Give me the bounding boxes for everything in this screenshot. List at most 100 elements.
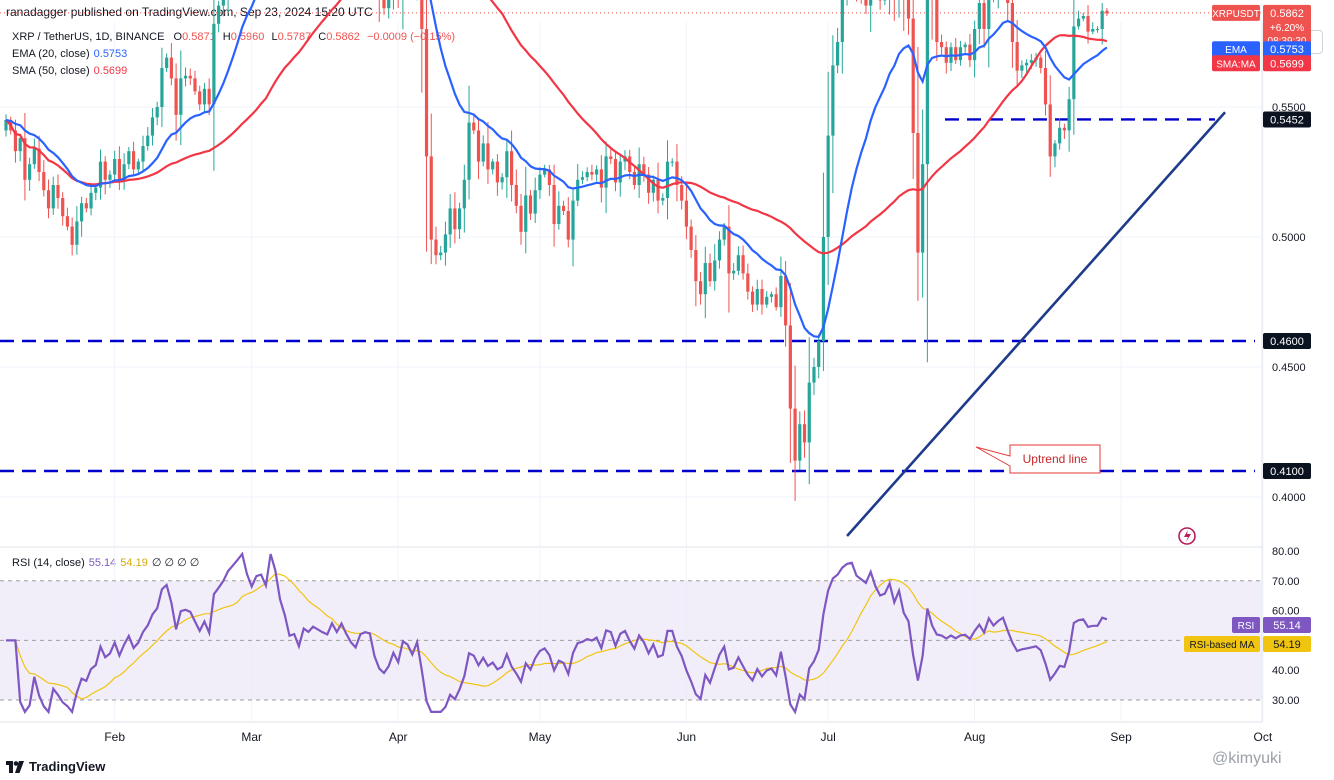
candle-body (94, 187, 98, 193)
candle-body (632, 172, 637, 185)
rsi-legend: RSI (14, close) 55.14 54.19 ∅ ∅ ∅ ∅ (12, 556, 199, 569)
candle-body (954, 47, 958, 61)
candle-body (188, 75, 192, 79)
tradingview-logo-icon (6, 760, 24, 773)
candle-body (155, 107, 159, 118)
candle-body (4, 120, 8, 131)
sma-legend-label: SMA (50, close) (12, 65, 90, 77)
price-tick-label: 0.5000 (1272, 232, 1306, 244)
candle-body (146, 135, 150, 146)
candle-body (37, 148, 41, 172)
candle-body (557, 205, 561, 224)
candle-body (552, 185, 556, 224)
candle-body (108, 174, 112, 180)
candle-body (1067, 99, 1071, 131)
alert-icon (1178, 527, 1196, 545)
candle-body (46, 190, 51, 209)
rsi-tag-name: RSI (1238, 621, 1255, 632)
candle-body (925, 0, 929, 165)
level-tag-bg (1263, 111, 1311, 128)
candle-body (1081, 16, 1085, 19)
candle-body (514, 185, 518, 206)
candle-body (486, 143, 490, 170)
candle-body (439, 252, 443, 256)
candle-body (939, 42, 944, 48)
candle-body (987, 0, 991, 29)
candle-body (443, 234, 448, 253)
rsi-legend-value: 55.14 (88, 557, 117, 569)
candle-body (202, 88, 207, 105)
candle-body (70, 226, 74, 245)
candle-body (424, 29, 429, 157)
level-price-tag: 0.4100 (1263, 463, 1311, 479)
candle-body (680, 185, 684, 201)
candle-body (831, 65, 835, 136)
candle-body (528, 195, 533, 214)
candle-body (595, 169, 599, 175)
candle-body (1006, 0, 1010, 3)
candle-body (505, 151, 509, 178)
candle-body (207, 88, 211, 105)
rsi-tag-name-bg (1184, 636, 1260, 652)
candle-body (628, 156, 632, 172)
candle-body (722, 226, 726, 240)
candle-body (481, 143, 485, 162)
candle-body (1029, 60, 1033, 63)
candle-body (765, 296, 769, 305)
candle-body (122, 164, 126, 180)
rsi-tag-value-bg (1263, 617, 1311, 633)
candle-body (869, 0, 873, 6)
high-label: H (222, 31, 231, 43)
candle-body (741, 255, 745, 274)
sma-legend: SMA (50, close) 0.5699 (12, 65, 127, 77)
candle-body (727, 226, 731, 274)
series-tag-value: 0.5862 (1270, 8, 1304, 20)
level-price-tag: 0.4600 (1263, 333, 1311, 349)
candle-body (217, 5, 221, 24)
ema-20-line (5, 0, 1108, 338)
open-label: O (173, 31, 183, 43)
candle-body (618, 161, 622, 183)
candle-body (538, 174, 542, 191)
series-tag-value: 0.5753 (1270, 44, 1304, 56)
candle-body (684, 200, 688, 227)
close-label: C (318, 31, 327, 43)
candle-body (84, 203, 88, 209)
series-tag-name: EMA (1225, 45, 1247, 56)
candle-body (1095, 29, 1100, 30)
rsi-tick-label: 40.00 (1272, 665, 1300, 677)
rsi-tick-label: 80.00 (1272, 546, 1300, 558)
candle-body (42, 172, 46, 191)
series-tag-name: SMA:MA (1216, 59, 1256, 70)
rsi-tag-value: 55.14 (1273, 620, 1301, 632)
open-value: 0.5871 (182, 31, 216, 43)
candle-body (651, 179, 655, 193)
candle-body (661, 198, 665, 201)
candle-body (183, 75, 188, 79)
rsi-tick-label: 60.00 (1272, 606, 1300, 618)
candle-body (467, 122, 471, 180)
candle-body (750, 291, 755, 305)
price-tick-label: 0.5500 (1272, 102, 1306, 114)
candle-body (802, 424, 807, 443)
candle-body (1105, 10, 1109, 14)
candle-body (32, 148, 36, 165)
candle-body (812, 367, 816, 383)
rsi-line (6, 551, 1108, 715)
candle-body (1091, 29, 1095, 32)
rsi-tag-name: RSI-based MA (1189, 640, 1254, 651)
candle-body (165, 57, 169, 68)
candle-body (221, 0, 225, 6)
series-tag-value-bg (1263, 55, 1311, 72)
tradingview-logo: TradingView (6, 759, 105, 774)
rsi-value-tag: RSI-based MA 54.19 (1184, 636, 1311, 652)
candle-body (179, 78, 183, 115)
series-tag-name-bg (1212, 41, 1260, 58)
level-tag-bg (1263, 463, 1311, 479)
candle-body (647, 174, 651, 193)
series-price-tag: EMA 0.5753 (1212, 41, 1311, 58)
candle-body (817, 341, 821, 367)
candle-body (458, 208, 462, 230)
candle-body (746, 273, 750, 292)
